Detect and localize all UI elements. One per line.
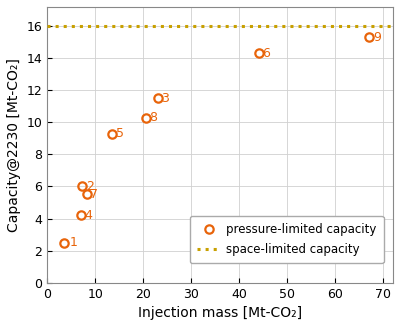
Text: 2: 2 bbox=[86, 180, 94, 193]
Text: 6: 6 bbox=[262, 47, 270, 60]
Text: 5: 5 bbox=[116, 127, 124, 140]
Text: 9: 9 bbox=[373, 31, 381, 44]
Text: 4: 4 bbox=[85, 209, 92, 222]
X-axis label: Injection mass [Mt-CO₂]: Injection mass [Mt-CO₂] bbox=[138, 306, 302, 320]
Text: 7: 7 bbox=[90, 188, 98, 201]
Text: 3: 3 bbox=[162, 92, 170, 105]
Y-axis label: Capacity@2230 [Mt-CO₂]: Capacity@2230 [Mt-CO₂] bbox=[7, 58, 21, 232]
Text: 1: 1 bbox=[70, 236, 78, 249]
Legend: pressure-limited capacity, space-limited capacity: pressure-limited capacity, space-limited… bbox=[190, 216, 384, 263]
Text: 8: 8 bbox=[150, 111, 158, 124]
